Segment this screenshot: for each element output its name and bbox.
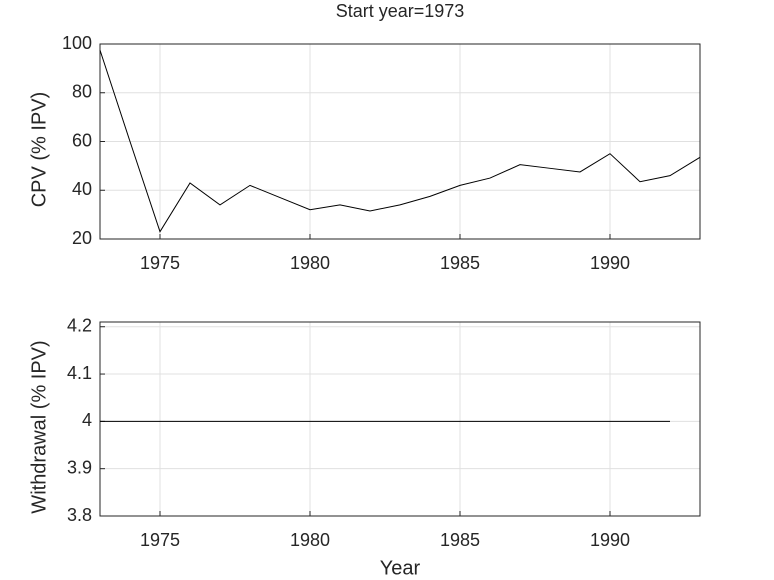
x-tick-label: 1975 — [140, 530, 180, 550]
x-axis-label: Year — [380, 557, 421, 579]
x-tick-label: 1985 — [440, 530, 480, 550]
y-tick-label: 4 — [82, 410, 92, 430]
y-axis-label: Withdrawal (% IPV) — [28, 340, 50, 513]
chart-title: Start year=1973 — [336, 1, 465, 21]
plot-frame — [99, 321, 701, 517]
y-tick-label: 4.2 — [67, 315, 92, 335]
x-tick-label: 1990 — [590, 253, 630, 273]
y-tick-label: 40 — [72, 179, 92, 199]
y-tick-label: 4.1 — [67, 363, 92, 383]
plot-frame — [99, 43, 701, 240]
x-tick-label: 1975 — [140, 253, 180, 273]
y-axis-label: CPV (% IPV) — [28, 92, 50, 208]
y-tick-label: 20 — [72, 228, 92, 248]
y-tick-label: 3.8 — [67, 505, 92, 525]
data-line — [99, 49, 701, 233]
x-tick-label: 1990 — [590, 530, 630, 550]
y-tick-label: 60 — [72, 130, 92, 150]
x-tick-label: 1980 — [290, 530, 330, 550]
y-tick-label: 3.9 — [67, 457, 92, 477]
y-tick-label: 100 — [62, 33, 92, 53]
y-tick-label: 80 — [72, 82, 92, 102]
x-tick-label: 1980 — [290, 253, 330, 273]
x-tick-label: 1985 — [440, 253, 480, 273]
